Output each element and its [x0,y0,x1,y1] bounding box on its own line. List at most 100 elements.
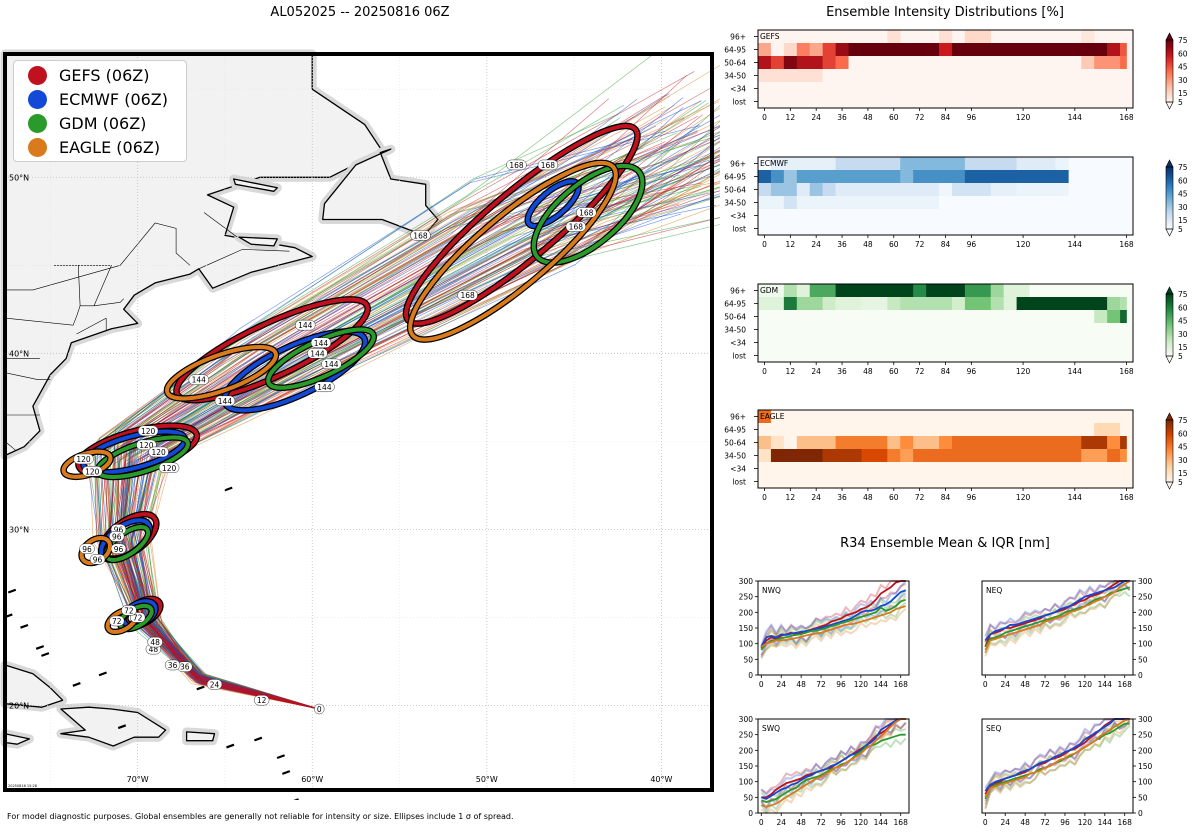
tau-label-text: 120 [76,455,91,464]
tau-label: 96 [79,543,95,554]
heatmap-cell [758,222,1069,236]
colorbar-step [1166,424,1173,427]
colorbar-step [1166,311,1173,313]
tau-label-text: 144 [192,376,207,385]
r34-y-label: 150 [1138,624,1153,633]
colorbar-step [1166,201,1173,203]
heatmap-row-label: <34 [730,465,746,474]
r34-y-label: 300 [739,577,754,586]
heatmap-cell [758,69,823,83]
colorbar-step [1166,349,1173,352]
admin-border-8 [4,372,51,380]
r34-y-label: 50 [743,655,753,664]
colorbar-step [1166,454,1173,456]
r34-x-label: 144 [874,818,889,827]
heatmap-x-label: 144 [1068,367,1083,376]
heatmap-cell [770,43,785,57]
heatmap-x-label: 60 [889,240,899,249]
heatmap-cell [1003,284,1030,298]
colorbar-step [1166,323,1173,326]
colorbar-step [1166,441,1173,444]
tau-label-text: 168 [579,208,594,217]
tau-label-box [253,695,270,706]
heatmap-title: Ensemble Intensity Distributions [%] [826,5,1064,20]
colorbar-step [1166,83,1173,86]
heatmap-cell [900,436,914,450]
heatmap-cell [796,436,836,450]
heatmap-x-label: 168 [1119,240,1134,249]
r34-x-label: 24 [1000,680,1010,689]
heatmap-panel-name: GDM [760,286,778,295]
r34-x-label: 144 [1098,818,1113,827]
legend-item-gdm: GDM (06Z) [14,111,186,135]
colorbar-step [1166,433,1173,436]
colorbar-step [1166,208,1173,211]
colorbar-step [1166,451,1173,453]
track-map: 0122436364848727272969696969612012012012… [0,49,720,800]
heatmap-cell [1120,56,1127,70]
colorbar-step [1166,193,1173,196]
r34-x-label: 48 [796,818,806,827]
r34-title: R34 Ensemble Mean & IQR [nm] [840,536,1050,551]
r34-y-label: 300 [739,715,754,724]
colorbar-step [1166,469,1173,472]
colorbar-step [1166,210,1173,213]
tau-label: 144 [214,395,236,407]
tau-label-text: 96 [82,545,92,554]
colorbar-step [1166,332,1173,335]
heatmap-x-label: 144 [1068,240,1083,249]
admin-border-3 [93,265,112,306]
r34-x-label: 120 [1078,818,1093,827]
heatmap-cell [796,43,811,57]
colorbar-step [1166,173,1173,176]
colorbar-step [1166,57,1173,59]
track-gefs [129,151,720,710]
heatmap-cell [887,297,901,311]
colorbar-step [1166,216,1173,219]
colorbar-step [1166,58,1173,61]
colorbar-step [1166,464,1173,467]
heatmap-cell [783,436,798,450]
heatmap-cell [758,336,1127,350]
r34-x-label: 120 [1078,680,1093,689]
colorbar-frame [1165,419,1174,483]
colorbar-step [1166,480,1173,483]
colorbar-step [1166,219,1173,222]
heatmap-cell [835,183,940,197]
heatmap-x-label: 24 [811,240,821,249]
colorbar-step [1166,474,1173,477]
heatmap-x-label: 0 [762,493,767,502]
colorbar-step [1166,335,1173,338]
r34-y-label: 200 [1138,746,1153,755]
island-5 [281,770,291,775]
map-title: AL052025 -- 20250816 06Z [270,5,450,20]
heatmap-cell [758,423,1095,437]
tau-label: 144 [321,358,342,370]
tau-label: 168 [457,290,478,301]
colorbar-step [1166,71,1173,73]
tau-label-box [307,348,328,359]
tau-label-box [576,207,597,218]
tau-label: 12 [253,695,270,706]
heatmap-cell [783,56,798,70]
heatmap-x-label: 12 [786,240,796,249]
colorbar-step [1166,52,1173,55]
colorbar-step [1166,94,1173,97]
tau-label-box [314,381,335,392]
tau-label: 144 [310,337,332,348]
admin-border-12 [203,212,238,238]
heatmap-cell [900,297,953,311]
heatmap-cell [822,183,836,197]
heatmap-cell [758,157,772,171]
r34-iqr-gdm [984,724,1131,810]
colorbar-step [1166,426,1173,429]
heatmap-cell [951,436,1082,450]
colorbar-tick-label: 75 [1178,416,1188,425]
colorbar-step [1166,80,1173,83]
colorbar-step [1166,215,1173,217]
tau-label: 168 [410,230,431,241]
colorbar-step [1166,74,1173,76]
heatmap-cell [1016,297,1108,311]
colorbar-step [1166,466,1173,469]
heatmap-x-label: 96 [967,240,977,249]
